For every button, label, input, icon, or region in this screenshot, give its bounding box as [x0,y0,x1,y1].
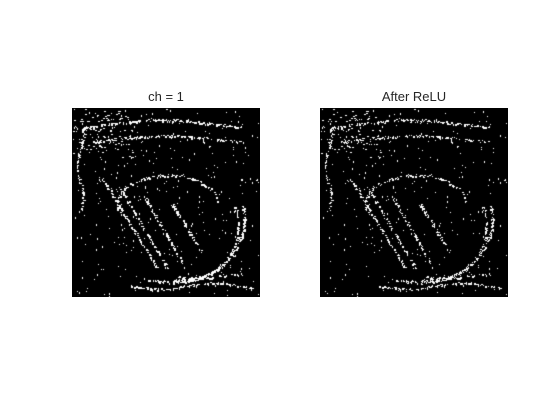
panel-title: ch = 1 [148,89,184,104]
relu-output-canvas [320,108,508,297]
panel-channel-1: ch = 1 [72,89,260,297]
feature-map-canvas [72,108,260,297]
relu-output-image [320,108,508,297]
panel-after-relu: After ReLU [320,89,508,297]
panel-title: After ReLU [381,89,447,104]
feature-map-image [72,108,260,297]
